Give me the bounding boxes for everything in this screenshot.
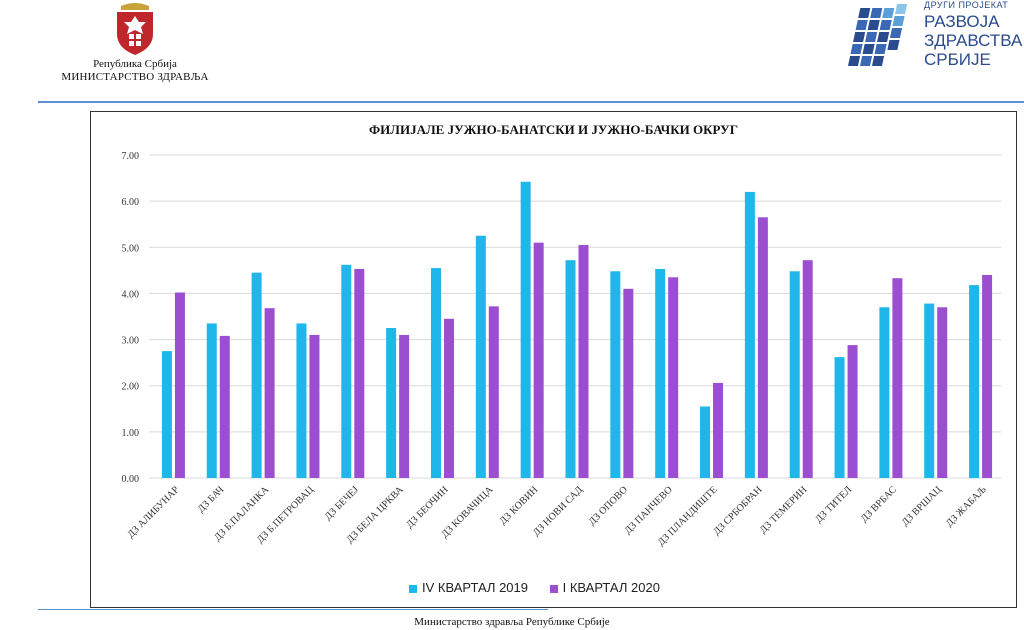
bar-series2 (533, 242, 544, 478)
bar-series2 (623, 288, 634, 478)
bar-series1 (789, 271, 800, 478)
bar-series2 (399, 334, 410, 478)
bar-series1 (520, 181, 531, 478)
x-tick-label: ДЗ КОВИН (498, 484, 541, 527)
x-tick-label: ДЗ БЕЧЕЈ (323, 484, 361, 522)
bar-series1 (341, 264, 352, 478)
bar-series1 (879, 307, 890, 478)
x-tick-label: ДЗ БАЧ (196, 484, 227, 515)
y-tick-label: 6.00 (122, 197, 140, 208)
y-tick-label: 4.00 (122, 289, 140, 300)
bar-series1 (700, 406, 711, 478)
chart-panel: ФИЛИЈАЛЕ ЈУЖНО-БАНАТСКИ И ЈУЖНО-БАЧКИ ОК… (90, 111, 1017, 608)
bar-series2 (713, 382, 724, 478)
bar-series2 (354, 268, 365, 478)
bar-series1 (655, 268, 666, 478)
header-divider (38, 101, 1024, 103)
footer-text: Министарство здравља Републике Србије (414, 616, 610, 628)
x-tick-label: ДЗ АЛИБУНАР (125, 484, 181, 540)
bar-series2 (982, 274, 993, 478)
bar-series2 (219, 335, 230, 478)
bar-series2 (578, 244, 589, 478)
bar-series2 (802, 260, 813, 478)
bar-series1 (430, 268, 441, 478)
x-tick-label: ДЗ ТИТЕЛ (813, 484, 854, 525)
project-logo: ДРУГИ ПРОЈЕКАТ РАЗВОЈА ЗДРАВСТВА СРБИЈЕ (846, 0, 1022, 80)
legend-label-series1: IV КВАРТАЛ 2019 (422, 580, 528, 595)
ministry-line2: МИНИСТАРСТВО ЗДРАВЉА (61, 71, 209, 83)
bar-series2 (309, 334, 320, 478)
bar-series2 (847, 345, 858, 478)
project-title: РАЗВОЈА ЗДРАВСТВА СРБИЈЕ (924, 12, 1022, 69)
bar-series1 (475, 235, 486, 478)
bar-series1 (161, 351, 172, 478)
y-tick-label: 2.00 (122, 382, 140, 393)
bar-series1 (251, 272, 262, 478)
bar-series2 (264, 308, 275, 478)
chart-legend: IV КВАРТАЛ 2019 I КВАРТАЛ 2020 (409, 580, 678, 595)
legend-item-series1: IV КВАРТАЛ 2019 (409, 580, 528, 595)
bar-series1 (386, 328, 397, 478)
bar-series2 (757, 217, 768, 478)
legend-label-series2: I КВАРТАЛ 2020 (562, 580, 660, 595)
y-tick-label: 5.00 (122, 243, 140, 254)
x-tick-label: ДЗ ТЕМЕРИН (758, 484, 809, 535)
footer-divider (38, 609, 548, 610)
ministry-line1: Република Србија (93, 58, 177, 70)
bar-series1 (924, 303, 935, 478)
bar-series1 (296, 323, 307, 478)
legend-swatch-series1 (409, 584, 417, 593)
bar-series1 (206, 323, 217, 478)
project-title-line2: ЗДРАВСТВА (924, 31, 1023, 50)
bar-series2 (443, 318, 454, 478)
serbian-coat-of-arms-icon (117, 3, 153, 55)
x-tick-label: ДЗ ВРШАЦ (900, 484, 944, 528)
bar-series2 (937, 307, 948, 478)
bar-series2 (174, 292, 185, 478)
x-tick-label: ДЗ БЕОЧИН (404, 484, 450, 530)
x-tick-label: ДЗ ЖАБАЉ (944, 484, 989, 529)
bar-series2 (668, 277, 679, 478)
bar-chart: 0.00 1.00 2.00 3.00 4.00 5.00 6.00 7.00 ДЗ АЛИБУ… (122, 151, 1001, 548)
bar-series1 (744, 191, 755, 478)
y-tick-label: 7.00 (122, 151, 140, 162)
x-tick-label: ДЗ ВРБАС (859, 484, 899, 524)
y-tick-label: 0.00 (122, 474, 140, 485)
bar-series2 (488, 306, 499, 478)
project-title-line1: РАЗВОЈА (924, 12, 1000, 31)
project-subtitle: ДРУГИ ПРОЈЕКАТ (924, 0, 1009, 10)
chart-title: ФИЛИЈАЛЕ ЈУЖНО-БАНАТСКИ И ЈУЖНО-БАЧКИ ОК… (369, 122, 738, 137)
x-tick-label: ДЗ ОПОВО (587, 484, 630, 527)
y-tick-label: 1.00 (122, 428, 140, 439)
bar-series1 (834, 357, 845, 478)
bar-series2 (892, 278, 903, 478)
bar-series1 (565, 260, 576, 478)
y-tick-label: 3.00 (122, 336, 140, 347)
bar-series1 (610, 271, 621, 478)
ministry-logo: Република Србија МИНИСТАРСТВО ЗДРАВЉА (40, 0, 230, 84)
legend-item-series2: I КВАРТАЛ 2020 (549, 580, 660, 595)
bar-series1 (969, 285, 980, 478)
legend-swatch-series2 (549, 584, 558, 593)
project-globe-icon (847, 4, 908, 66)
project-title-line3: СРБИЈЕ (924, 50, 991, 69)
